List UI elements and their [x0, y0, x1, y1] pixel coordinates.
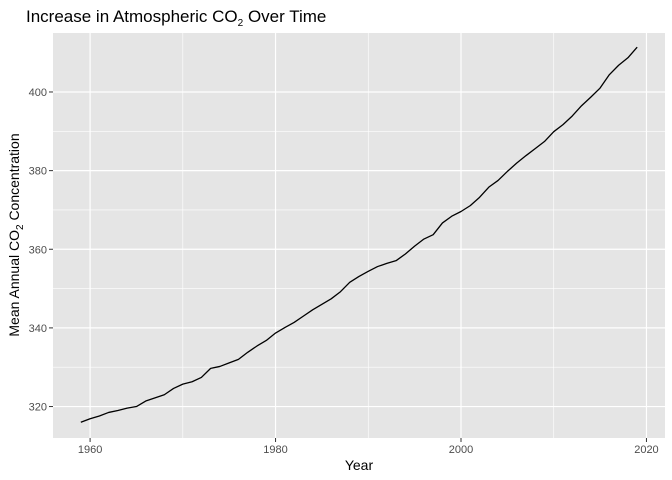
y-tick-label: 400 [29, 87, 47, 99]
grid-lines [53, 33, 665, 438]
chart-title-subscript: 2 [238, 18, 244, 29]
plot-panel [53, 33, 665, 438]
y-axis-title-subscript: 2 [15, 224, 26, 230]
chart-title-suffix: Over Time [243, 7, 326, 26]
x-tick-labels: 1960 1980 2000 2020 [78, 444, 659, 456]
y-axis-title: Mean Annual CO2 Concentration [6, 133, 26, 336]
chart-title-prefix: Increase in Atmospheric CO [26, 7, 238, 26]
y-tick-label: 320 [29, 402, 47, 414]
x-tick-label: 2020 [634, 444, 658, 456]
x-tick-label: 1960 [78, 444, 102, 456]
data-series [80, 46, 638, 423]
x-tick-label: 2000 [449, 444, 473, 456]
x-tick-label: 1980 [263, 444, 287, 456]
y-tick-labels: 320 340 360 380 400 [29, 87, 47, 414]
y-tick-label: 380 [29, 166, 47, 178]
y-axis-title-prefix: Mean Annual CO [6, 230, 22, 337]
y-axis-title-suffix: Concentration [6, 133, 22, 224]
y-tick-label: 360 [29, 244, 47, 256]
y-tick-label: 340 [29, 323, 47, 335]
series-line [80, 46, 638, 423]
chart-title: Increase in Atmospheric CO2 Over Time [26, 7, 326, 29]
x-axis-title: Year [345, 457, 374, 473]
axis-ticks [49, 91, 647, 442]
